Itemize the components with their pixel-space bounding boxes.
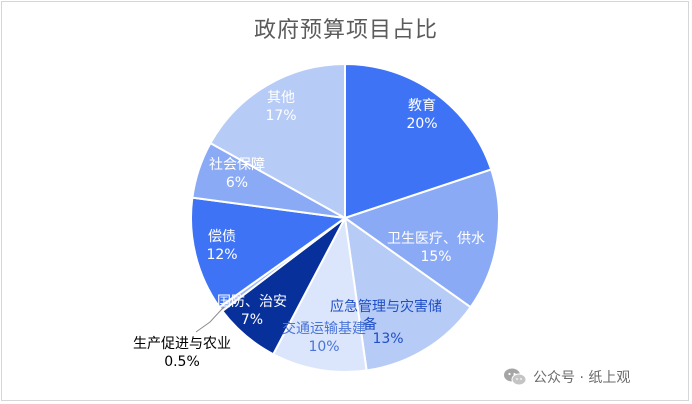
- chart-title: 政府预算项目占比: [253, 18, 438, 43]
- slice-label: 其他 17%: [265, 90, 296, 124]
- pie-slice: [190, 196, 348, 309]
- slice-label: 教育 20%: [406, 98, 437, 132]
- slice-label: 国防、治安 7%: [217, 294, 287, 328]
- pie-slice: [209, 62, 346, 220]
- slice-label: 偿债 12%: [206, 229, 237, 263]
- slice-label: 社会保障 6%: [209, 157, 265, 191]
- watermark: 公众号 · 纸上观: [503, 366, 630, 388]
- wechat-icon: [504, 368, 527, 386]
- leader-line: [195, 306, 225, 333]
- pie-slice: [344, 62, 493, 220]
- pie-slice: [271, 214, 368, 373]
- slice-label: 应急管理与灾害储备 13%: [330, 298, 442, 347]
- pie-slice: [342, 168, 500, 309]
- slice-label: 生产促进与农业 0.5%: [133, 336, 231, 370]
- slice-label: 交通运输基建 10%: [282, 320, 366, 355]
- slice-label: 卫生医疗、供水 15%: [387, 231, 485, 265]
- watermark-text: 公众号 · 纸上观: [533, 370, 631, 386]
- pie-slice: [343, 215, 472, 372]
